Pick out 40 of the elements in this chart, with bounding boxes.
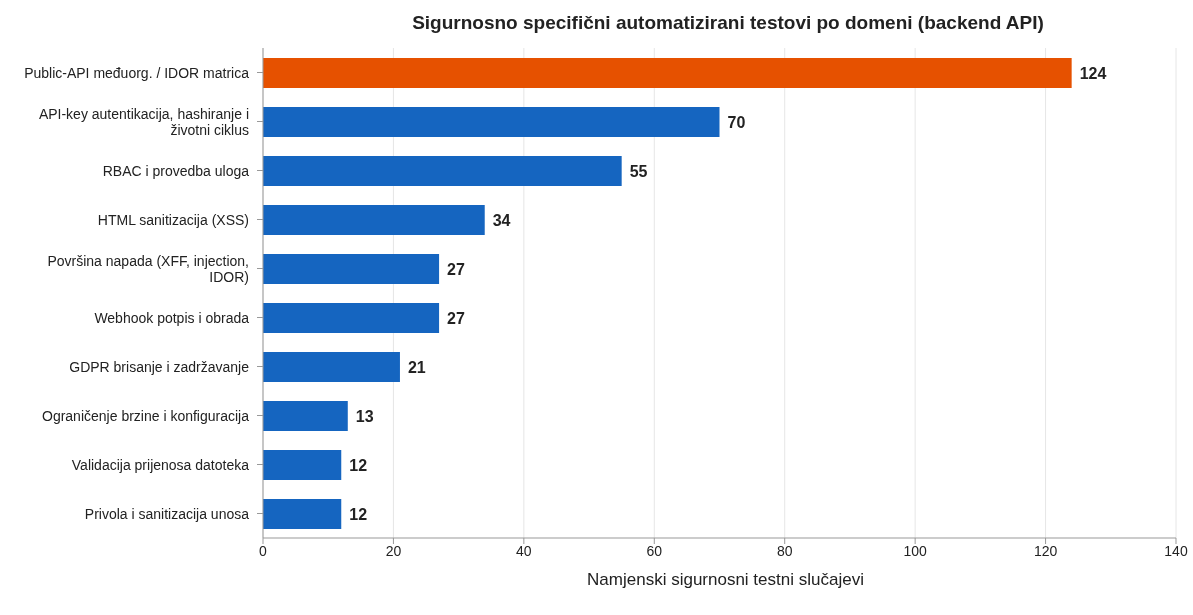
bar xyxy=(263,58,1072,88)
y-tick-label: Public-API međuorg. / IDOR matrica xyxy=(24,64,250,81)
data-label: 124 xyxy=(1079,64,1107,82)
chart-title: Sigurnosno specifični automatizirani testovi po domeni (backend API) xyxy=(411,11,1045,35)
y-tick-label: RBAC i provedba uloga xyxy=(102,162,250,179)
bar xyxy=(263,205,485,235)
x-tick-label: 100 xyxy=(903,542,928,559)
data-label: 12 xyxy=(349,456,368,474)
data-label: 34 xyxy=(492,211,511,229)
bar xyxy=(263,156,622,186)
bar xyxy=(263,499,342,529)
x-tick-label: 0 xyxy=(259,542,268,559)
data-label: 27 xyxy=(447,309,465,327)
y-tick-label: API-key autentikacija, hashiranje i životni ciklus xyxy=(38,105,249,138)
y-tick-label: Privola i sanitizacija unosa xyxy=(84,505,250,522)
x-axis-title: Namjenski sigurnosni testni slučajevi xyxy=(586,570,865,590)
bar xyxy=(263,107,720,137)
bar xyxy=(263,450,342,480)
x-tick-label: 140 xyxy=(1164,542,1188,559)
data-label: 13 xyxy=(355,407,374,425)
y-tick-label: HTML sanitizacija (XSS) xyxy=(97,211,249,228)
y-tick-label: Validacija prijenosa datoteka xyxy=(71,456,250,473)
data-label: 55 xyxy=(629,162,648,180)
x-tick-label: 20 xyxy=(385,542,402,559)
x-tick-label: 60 xyxy=(646,542,663,559)
bar xyxy=(263,401,348,431)
x-tick-label: 120 xyxy=(1033,542,1058,559)
data-label: 21 xyxy=(407,358,426,376)
bar xyxy=(263,352,400,382)
x-tick-label: 80 xyxy=(776,542,793,559)
y-tick-label: GDPR brisanje i zadržavanje xyxy=(69,358,250,375)
bar xyxy=(263,254,440,284)
data-label: 12 xyxy=(349,505,368,523)
y-tick-label: Ograničenje brzine i konfiguracija xyxy=(42,407,250,424)
x-tick-label: 40 xyxy=(516,542,532,559)
y-tick-label: Webhook potpis i obrada xyxy=(94,309,250,326)
y-tick-label: Površina napada (XFF, injection, IDOR) xyxy=(47,252,249,285)
bar xyxy=(263,303,440,333)
data-label: 70 xyxy=(727,113,746,131)
data-label: 27 xyxy=(447,260,465,278)
